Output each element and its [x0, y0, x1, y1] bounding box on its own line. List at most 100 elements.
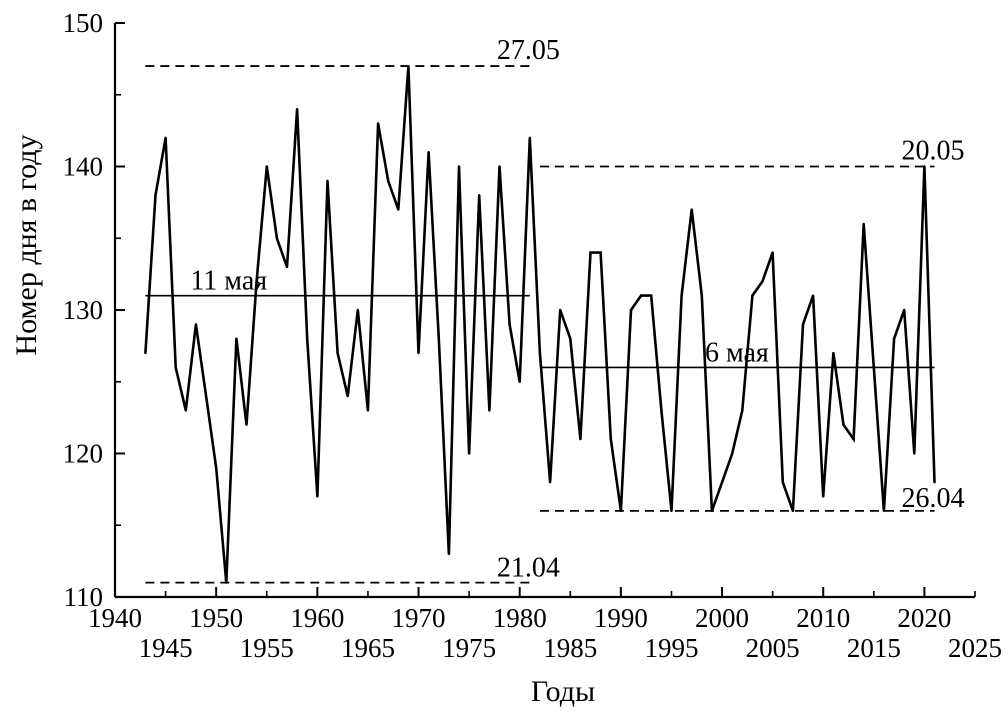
data-point	[488, 409, 491, 412]
annotations: 27.05 11 мая 21.04 20.05 6 мая 26.04	[190, 35, 964, 584]
data-point	[680, 294, 683, 297]
data-point	[670, 509, 673, 513]
x-tick-label-lower: 1965	[341, 633, 395, 663]
data-point	[346, 394, 349, 398]
data-point	[882, 509, 886, 513]
data-point	[862, 222, 865, 226]
reference-line-label: 21.04	[497, 553, 560, 584]
data-point	[174, 366, 177, 369]
x-axis-title: Годы	[531, 675, 595, 708]
data-point	[356, 308, 360, 312]
data-point	[569, 337, 572, 340]
y-axis-title: Номер дня в году	[10, 134, 43, 355]
data-point	[629, 308, 633, 312]
data-point	[214, 466, 218, 470]
data-point	[771, 251, 774, 254]
data-point	[650, 294, 653, 297]
data-point	[791, 509, 795, 513]
data-point	[376, 122, 380, 125]
data-point	[730, 452, 734, 455]
y-tick-label: 120	[63, 439, 104, 469]
data-point	[467, 452, 471, 455]
x-tick-label-upper: 2000	[695, 603, 749, 633]
reference-line-label: 11 мая	[190, 266, 267, 297]
reference-line-label: 6 мая	[705, 337, 769, 368]
data-point	[407, 64, 410, 68]
y-tick-label: 140	[63, 152, 104, 182]
x-tick-label-upper: 1980	[493, 603, 547, 633]
x-tick-label-lower: 1975	[442, 633, 496, 663]
data-point	[478, 194, 481, 197]
y-tick-label: 130	[63, 295, 104, 325]
data-point	[235, 337, 238, 340]
data-point	[225, 581, 228, 584]
x-tick-label-lower: 2015	[847, 633, 901, 663]
data-point	[427, 150, 430, 154]
data-point	[437, 337, 440, 340]
x-tick-label-upper: 1960	[290, 603, 344, 633]
axes: 110 120 130 140 150 1940 1950 1960 1970 1980 1990 2…	[63, 8, 1003, 663]
x-tick-label-lower: 2025	[948, 633, 1002, 663]
reference-line-label: 26.04	[902, 483, 965, 514]
x-tick-label-lower: 1995	[644, 633, 698, 663]
data-point	[822, 495, 825, 498]
data-point	[741, 409, 744, 412]
data-point	[184, 409, 188, 412]
data-point	[548, 481, 552, 484]
data-point	[336, 351, 339, 355]
data-point	[761, 280, 764, 283]
y-tick-label: 110	[64, 582, 104, 612]
data-point	[710, 509, 714, 513]
data-point	[852, 437, 855, 441]
data-point	[275, 237, 279, 240]
data-point	[386, 179, 390, 183]
data-point	[204, 394, 208, 398]
data-point	[245, 423, 248, 426]
series-group	[144, 64, 936, 584]
data-point	[639, 294, 643, 297]
x-tick-label-upper: 1950	[189, 603, 243, 633]
data-point	[801, 323, 805, 326]
data-point	[164, 136, 167, 139]
data-point	[609, 437, 612, 441]
x-tick-label-upper: 1990	[594, 603, 648, 633]
data-point	[538, 351, 542, 355]
data-point	[589, 251, 592, 254]
data-point	[781, 481, 784, 484]
x-tick-label-lower: 1955	[240, 633, 294, 663]
data-point	[518, 380, 521, 383]
data-point	[366, 409, 370, 412]
data-point	[660, 409, 663, 412]
data-point	[902, 308, 906, 312]
data-point	[417, 351, 420, 355]
y-tick-label: 150	[63, 8, 104, 38]
x-tick-label-lower: 2005	[746, 633, 800, 663]
data-point	[892, 337, 896, 340]
data-point	[872, 366, 876, 369]
data-point	[933, 481, 936, 484]
data-point	[690, 208, 693, 211]
data-point	[154, 194, 157, 197]
x-tick-label-upper: 2010	[796, 603, 850, 633]
x-tick-label-lower: 1945	[139, 633, 193, 663]
data-point	[265, 165, 268, 168]
data-point	[285, 265, 289, 269]
data-point	[751, 294, 754, 297]
data-point	[306, 337, 309, 340]
data-point	[811, 294, 815, 297]
series-line-0	[144, 65, 936, 583]
x-tick-label-upper: 2020	[897, 603, 951, 633]
data-point	[832, 351, 835, 355]
data-point	[457, 165, 461, 168]
reference-line-label: 20.05	[902, 136, 965, 167]
data-point	[913, 452, 916, 455]
data-point	[508, 323, 511, 326]
reference-lines	[145, 65, 935, 584]
data-point	[579, 437, 582, 441]
data-point	[447, 552, 451, 556]
data-point	[498, 165, 501, 168]
data-point	[144, 351, 147, 355]
x-tick-label-upper: 1970	[392, 603, 446, 633]
data-point	[558, 308, 562, 312]
